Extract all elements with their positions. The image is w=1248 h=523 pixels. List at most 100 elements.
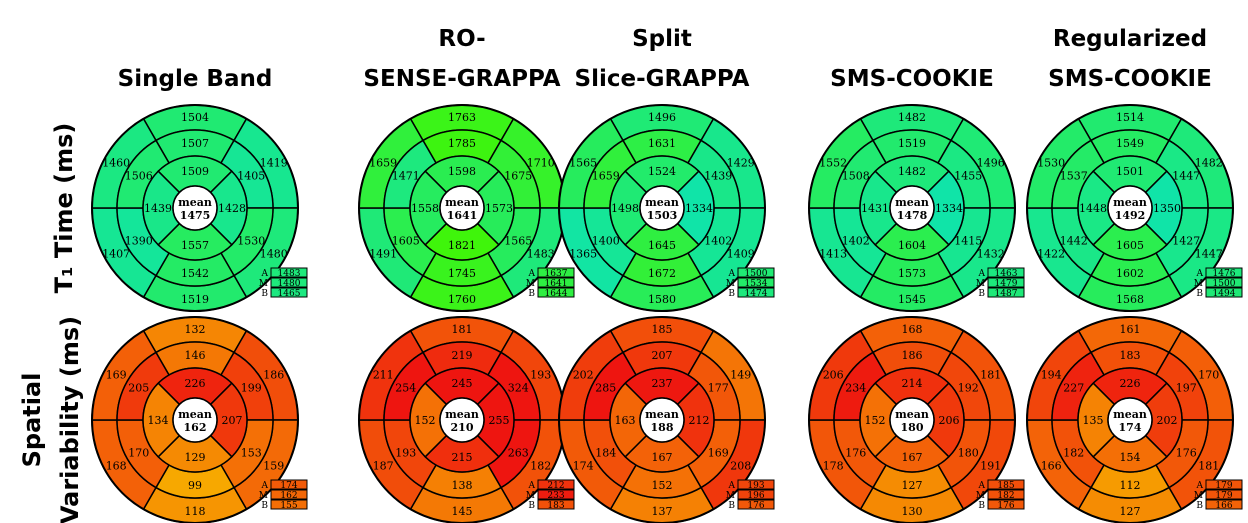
legend-box: [270, 489, 308, 500]
segment-value: 127: [1120, 505, 1141, 518]
legend-row: A 1500: [728, 267, 775, 279]
outer-ring: [1026, 104, 1234, 312]
legend-row: M 196: [726, 489, 775, 501]
column-title: Split: [632, 26, 692, 52]
segment-value: 1409: [727, 248, 755, 261]
segment-value: 1471: [392, 170, 420, 183]
segment-value: 187: [373, 460, 394, 473]
legend-value: 176: [997, 501, 1014, 511]
column-title: Regularized: [1053, 26, 1207, 52]
outer-ring: [558, 104, 766, 312]
legend-row: B 166: [1196, 499, 1243, 511]
mean-value: 1641: [447, 209, 478, 222]
legend-value: 1476: [1213, 269, 1236, 279]
segment-value: 152: [652, 479, 673, 492]
outer-ring: [808, 316, 1016, 523]
segment-value: 1580: [648, 293, 676, 306]
legend-value: 1463: [995, 269, 1018, 279]
segment-value: 1482: [1195, 157, 1223, 170]
center-circle: [639, 185, 685, 231]
legend-value: 155: [280, 501, 297, 511]
segment-value: 1552: [819, 157, 847, 170]
segment-value: 181: [1198, 460, 1219, 473]
segment-value: 177: [708, 382, 729, 395]
mean-value: 1475: [180, 209, 211, 222]
segment-value: 170: [1198, 369, 1219, 382]
segment-value: 263: [508, 447, 529, 460]
segment-value: 127: [902, 479, 923, 492]
segment-value: 227: [1063, 382, 1084, 395]
legend-box: [737, 277, 775, 288]
segment-value: 245: [452, 377, 473, 390]
legend-row: A 1637: [528, 267, 575, 279]
bullseye-plot: 1514148214471568142215301549144714271602…: [1026, 104, 1243, 312]
segment-value: 1605: [392, 235, 420, 248]
mean-value: 180: [901, 421, 924, 434]
segment-value: 1675: [504, 170, 532, 183]
legend-box: [737, 499, 775, 510]
segment-value: 1507: [181, 137, 209, 150]
segment-value: 1672: [648, 267, 676, 280]
segment-value: 205: [128, 382, 149, 395]
legend-key: M: [976, 491, 985, 501]
column-title: SMS-COOKIE: [1048, 66, 1212, 92]
segment-value: 118: [185, 505, 206, 518]
legend-key: B: [1196, 501, 1203, 511]
bullseye-plot: 161 170 181 127 166 194 183 197 176 112 182 227 226 2…: [1026, 316, 1243, 523]
column-title: SMS-COOKIE: [830, 66, 994, 92]
column-title: RO-: [438, 26, 485, 52]
segment-value: 197: [1176, 382, 1197, 395]
legend-box: [737, 479, 775, 490]
legend-key: M: [259, 491, 268, 501]
segment-value: 170: [128, 447, 149, 460]
mean-value: 162: [184, 421, 207, 434]
segment-value: 1334: [935, 202, 963, 215]
segment-value: 1506: [125, 170, 153, 183]
legend-key: M: [259, 279, 268, 289]
legend-key: A: [1196, 481, 1204, 491]
bullseye-plot: 132 186 159 118 168 169 146 199 153 99 170 205 226 20…: [91, 316, 308, 523]
legend-key: B: [261, 289, 268, 299]
segment-value: 186: [263, 369, 284, 382]
segment-value: 1350: [1153, 202, 1181, 215]
legend-row: M 1480: [259, 277, 308, 289]
segment-value: 182: [1063, 447, 1084, 460]
legend-box: [1205, 267, 1243, 278]
segment-value: 202: [1157, 414, 1178, 427]
mean-label: mean: [645, 408, 679, 421]
legend-row: M 179: [1194, 489, 1243, 501]
segment-value: 180: [958, 447, 979, 460]
legend-key: M: [976, 279, 985, 289]
legend-row: B 1644: [528, 287, 575, 299]
segment-value: 1419: [260, 157, 288, 170]
legend-key: B: [261, 501, 268, 511]
center-circle: [172, 185, 218, 231]
legend-row: M 182: [976, 489, 1025, 501]
legend-box: [537, 489, 575, 500]
legend-row: A 1463: [978, 267, 1025, 279]
segment-value: 193: [530, 369, 551, 382]
segment-value: 181: [452, 323, 473, 336]
segment-value: 1645: [648, 239, 676, 252]
mean-label: mean: [445, 196, 479, 209]
segment-value: 1542: [181, 267, 209, 280]
legend-row: B 1487: [978, 287, 1025, 299]
segment-value: 207: [222, 414, 243, 427]
segment-value: 1413: [819, 248, 847, 261]
legend-box: [270, 479, 308, 490]
legend-box: [987, 489, 1025, 500]
mean-label: mean: [178, 196, 212, 209]
mean-value: 188: [651, 421, 674, 434]
legend-key: B: [978, 501, 985, 511]
legend-box: [987, 499, 1025, 510]
legend-box: [1205, 479, 1243, 490]
legend-value: 182: [997, 491, 1014, 501]
legend-key: M: [1194, 279, 1203, 289]
legend-value: 196: [747, 491, 764, 501]
legend-row: M 1479: [976, 277, 1025, 289]
legend-key: M: [1194, 491, 1203, 501]
segment-value: 129: [185, 451, 206, 464]
legend-value: 233: [547, 491, 564, 501]
segment-value: 183: [1120, 349, 1141, 362]
legend-value: 1465: [278, 289, 301, 299]
